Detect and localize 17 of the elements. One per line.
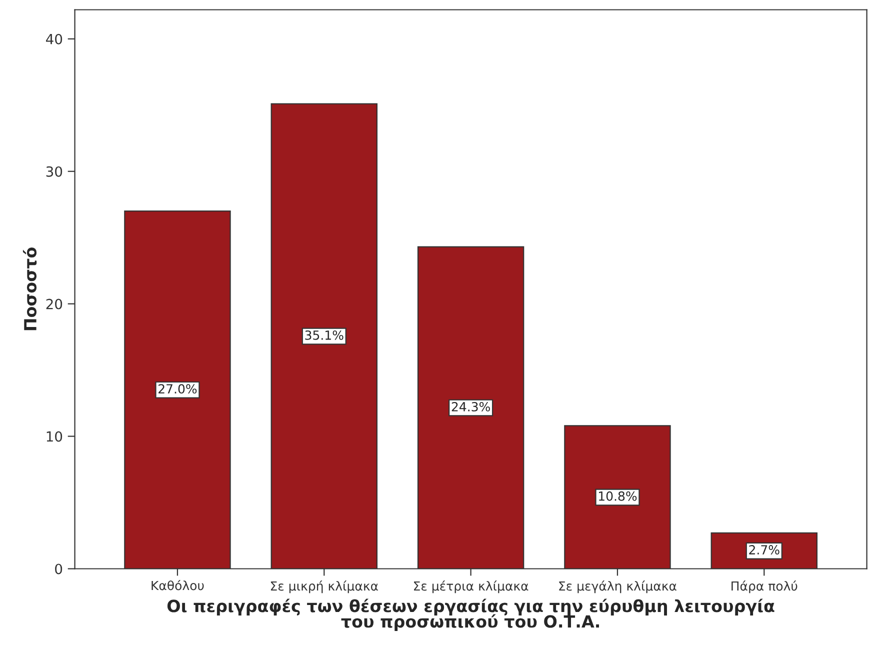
- data-label: 35.1%: [305, 330, 344, 340]
- data-label: 10.8%: [598, 491, 637, 501]
- x-tick-label: Σε μέτρια κλίμακα: [414, 580, 528, 594]
- y-tick-label: 0: [55, 564, 62, 574]
- x-axis-title: Οι περιγραφές των θέσεων εργασίας για την εύρυθμη λειτουργία του προσωπικού του Ο.Τ.Α.: [167, 598, 774, 631]
- data-label: 2.7%: [749, 545, 780, 554]
- y-tick-label: 20: [46, 298, 62, 310]
- y-tick-label: 10: [46, 431, 62, 442]
- y-axis-title: Ποσοστό: [22, 248, 37, 330]
- data-label: 24.3%: [452, 402, 490, 412]
- y-tick-label: 30: [46, 166, 62, 177]
- data-label: 27.0%: [158, 384, 197, 394]
- y-tick-label: 40: [46, 34, 62, 44]
- x-tick-label: Πάρα πολύ: [732, 580, 798, 594]
- x-tick-label: Καθόλου: [152, 580, 204, 590]
- x-tick-label: Σε μικρή κλίμακα: [270, 580, 378, 594]
- x-tick-label: Σε μεγάλη κλίμακα: [559, 580, 676, 594]
